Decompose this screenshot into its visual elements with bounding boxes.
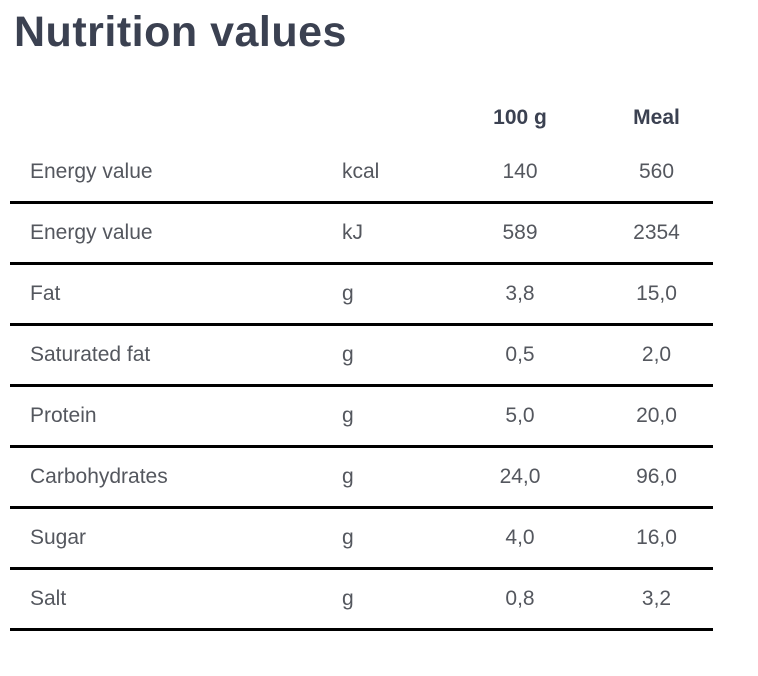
nutrient-name: Protein xyxy=(30,404,97,428)
page-title: Nutrition values xyxy=(14,8,347,56)
nutrient-name: Energy value xyxy=(30,221,153,245)
nutrient-unit: g xyxy=(342,587,354,611)
table-header: 100 g Meal xyxy=(10,102,713,142)
value-per-100g: 140 xyxy=(502,159,538,183)
table-row: Protein g 5,0 20,0 xyxy=(10,386,713,447)
value-per-meal: 15,0 xyxy=(636,282,677,306)
nutrient-name: Saturated fat xyxy=(30,343,151,367)
value-per-100g: 0,8 xyxy=(505,587,535,611)
value-per-meal: 16,0 xyxy=(636,526,677,550)
value-per-100g: 3,8 xyxy=(505,282,535,306)
table-row: Salt g 0,8 3,2 xyxy=(10,569,713,630)
nutrient-name: Energy value xyxy=(30,159,153,183)
table-row: Saturated fat g 0,5 2,0 xyxy=(10,325,713,386)
nutrition-table: 100 g Meal Energy value kcal 140 560 Ene… xyxy=(10,102,713,632)
nutrient-name: Sugar xyxy=(30,526,87,550)
value-per-meal: 3,2 xyxy=(641,587,672,611)
value-per-meal: 2,0 xyxy=(641,343,672,367)
table-row: Energy value kcal 140 560 xyxy=(10,142,713,203)
header-per-100g: 100 g xyxy=(493,105,547,129)
value-per-100g: 5,0 xyxy=(505,404,535,428)
header-unit xyxy=(330,102,440,142)
nutrient-unit: kJ xyxy=(342,221,363,245)
value-per-meal: 20,0 xyxy=(636,404,677,428)
header-nutrient xyxy=(10,102,330,142)
nutrient-name: Fat xyxy=(30,282,61,306)
nutrient-name: Carbohydrates xyxy=(30,465,168,489)
value-per-100g: 4,0 xyxy=(505,526,535,550)
table-header-row: 100 g Meal xyxy=(10,102,713,142)
nutrient-name: Salt xyxy=(30,587,67,611)
nutrient-unit: g xyxy=(342,404,354,428)
table-row: Energy value kJ 589 2354 xyxy=(10,203,713,264)
table-row: Fat g 3,8 15,0 xyxy=(10,264,713,325)
nutrient-unit: kcal xyxy=(342,159,380,183)
value-per-100g: 24,0 xyxy=(499,465,541,489)
nutrient-unit: g xyxy=(342,465,354,489)
value-per-100g: 589 xyxy=(502,221,538,245)
nutrient-unit: g xyxy=(342,282,354,306)
nutrient-unit: g xyxy=(342,526,354,550)
header-meal: Meal xyxy=(633,105,680,129)
value-per-meal: 2354 xyxy=(633,221,680,245)
value-per-100g: 0,5 xyxy=(505,343,535,367)
table-row: Carbohydrates g 24,0 96,0 xyxy=(10,447,713,508)
value-per-meal: 560 xyxy=(638,159,675,183)
nutrient-unit: g xyxy=(342,343,354,367)
table-body: Energy value kcal 140 560 Energy value k… xyxy=(10,142,713,630)
value-per-meal: 96,0 xyxy=(636,465,677,489)
table-row: Sugar g 4,0 16,0 xyxy=(10,508,713,569)
